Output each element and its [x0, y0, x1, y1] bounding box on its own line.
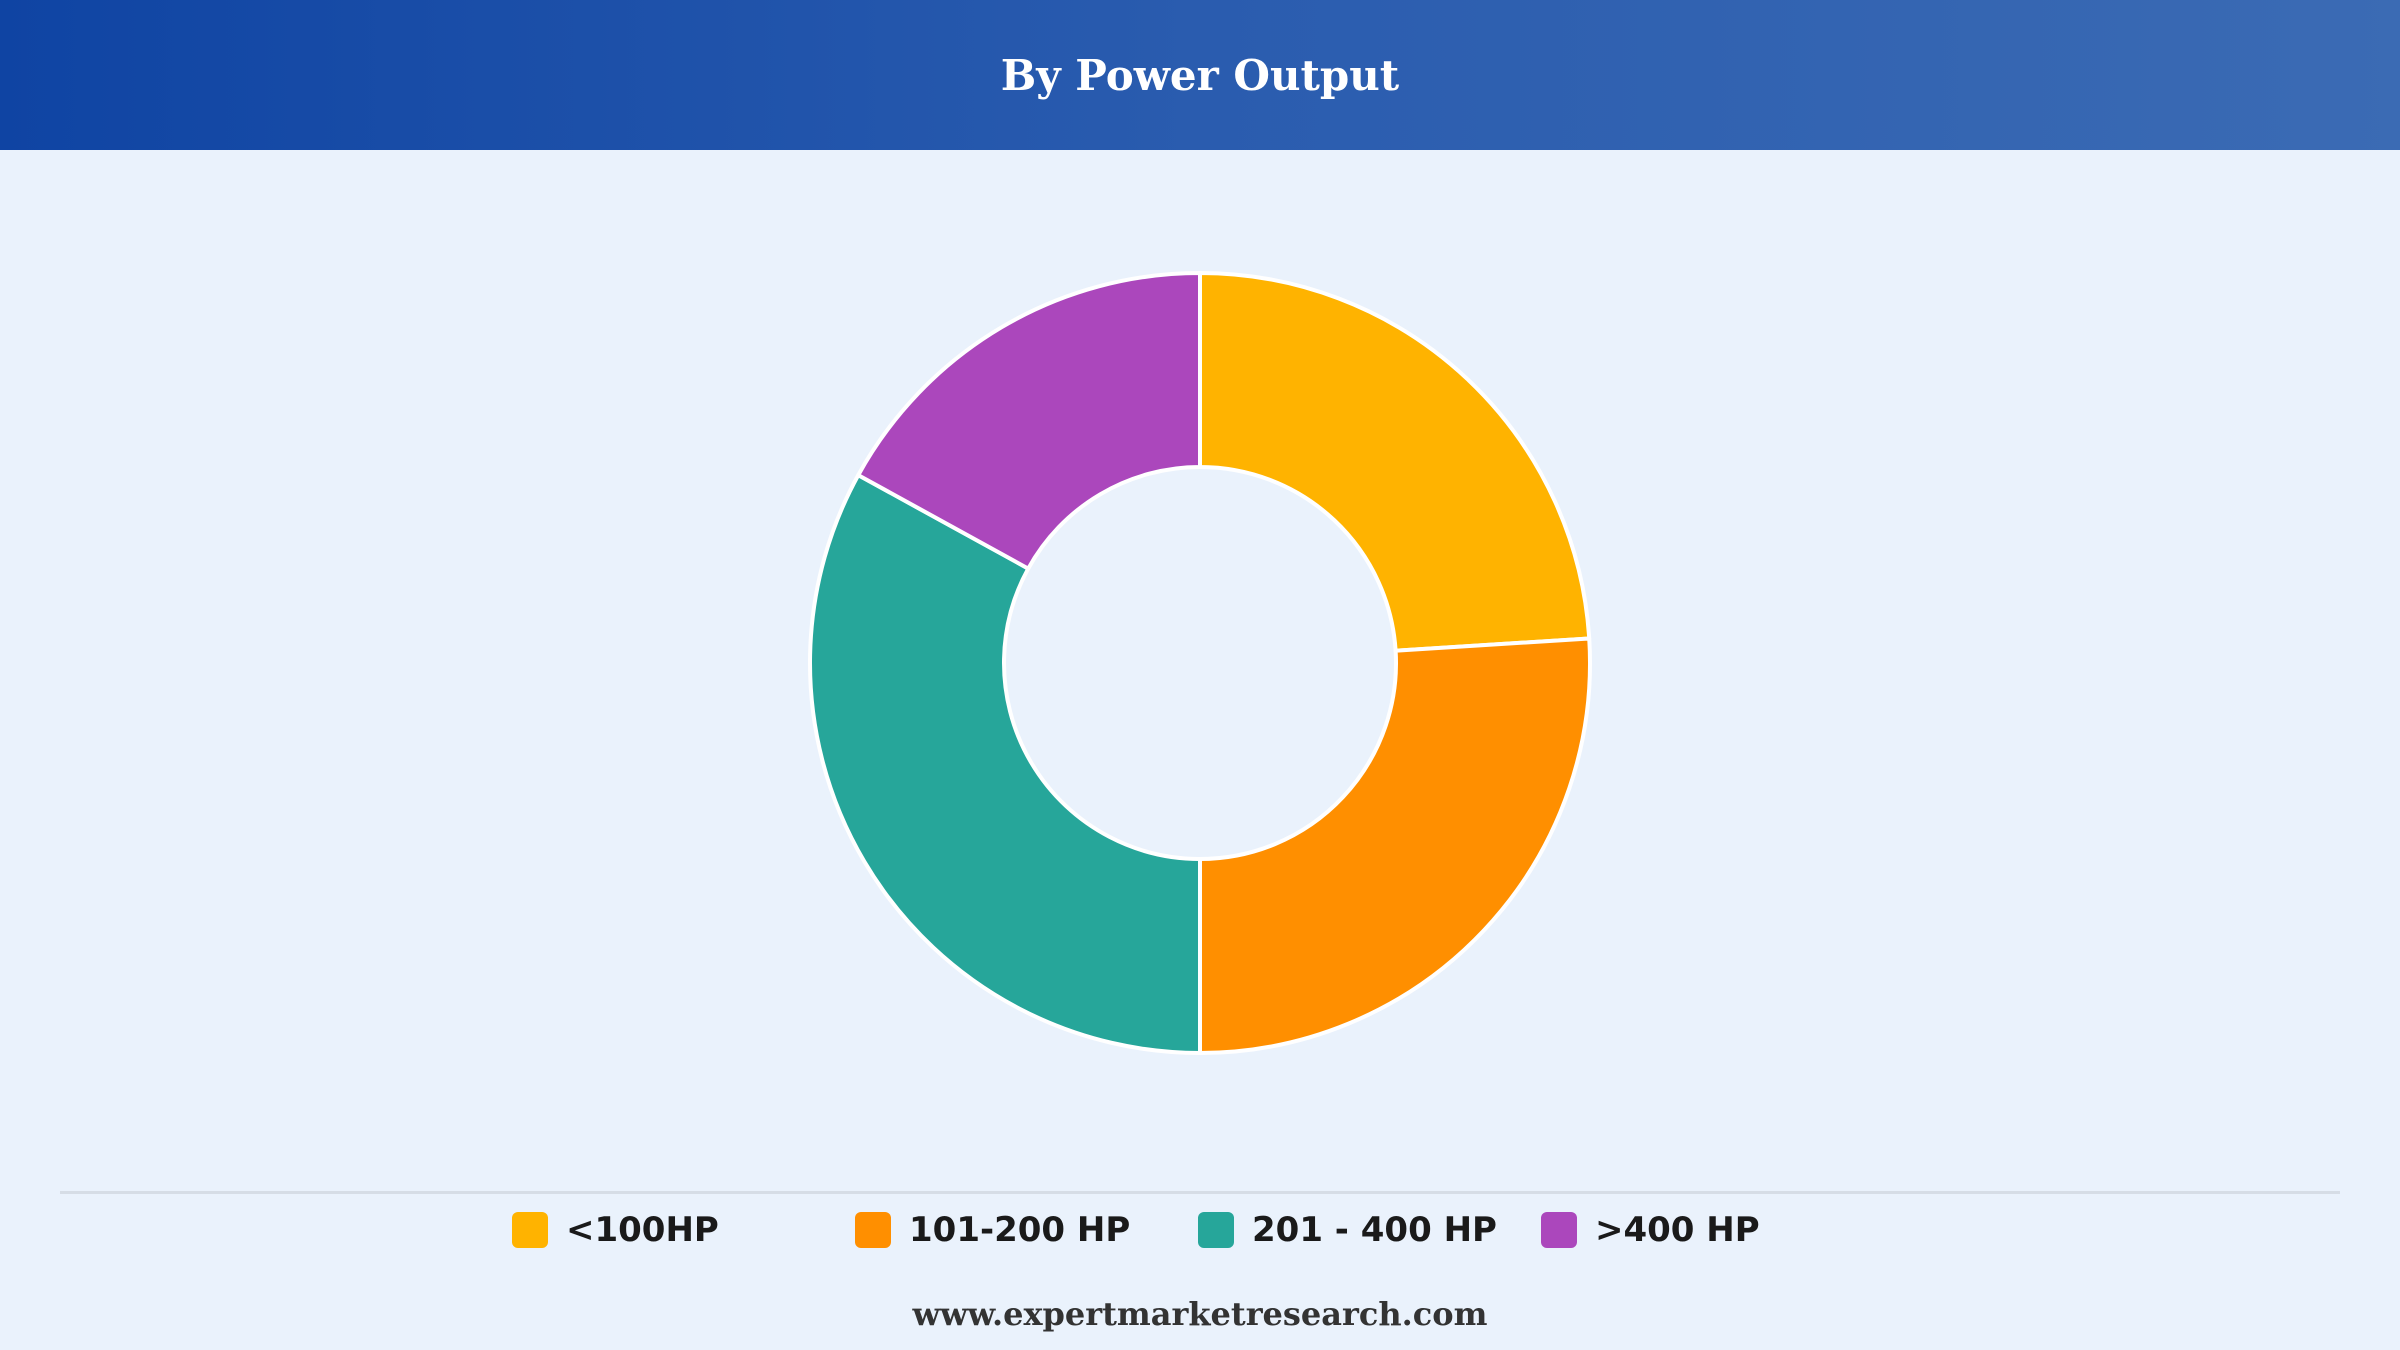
donut-slice-4[interactable]	[856, 271, 1202, 571]
legend-label: >400 HP	[1595, 1210, 1760, 1250]
source-url: www.expertmarketresearch.com	[912, 1295, 1488, 1333]
legend-label: 201 - 400 HP	[1252, 1210, 1497, 1250]
legend-item-under-100hp[interactable]: <100HP	[512, 1205, 719, 1255]
legend-swatch	[512, 1212, 548, 1248]
legend-swatch	[1541, 1212, 1577, 1248]
donut-slice-3[interactable]	[808, 473, 1202, 1055]
header-banner: By Power Output	[0, 0, 2400, 150]
legend: <100HP 101-200 HP 201 - 400 HP >400 HP	[0, 1205, 2400, 1255]
donut-slice-2[interactable]	[1198, 636, 1592, 1055]
legend-item-201-400hp[interactable]: 201 - 400 HP	[1198, 1205, 1497, 1255]
donut-slices	[808, 271, 1592, 1055]
donut-chart	[808, 271, 1592, 1055]
legend-swatch	[855, 1212, 891, 1248]
legend-label: <100HP	[566, 1210, 719, 1250]
legend-label: 101-200 HP	[909, 1210, 1131, 1250]
legend-item-101-200hp[interactable]: 101-200 HP	[855, 1205, 1130, 1255]
donut-slice-1[interactable]	[1198, 271, 1592, 653]
legend-divider	[60, 1191, 2340, 1194]
legend-swatch	[1198, 1212, 1234, 1248]
legend-item-over-400hp[interactable]: >400 HP	[1541, 1205, 1760, 1255]
chart-title: By Power Output	[1000, 50, 1400, 100]
